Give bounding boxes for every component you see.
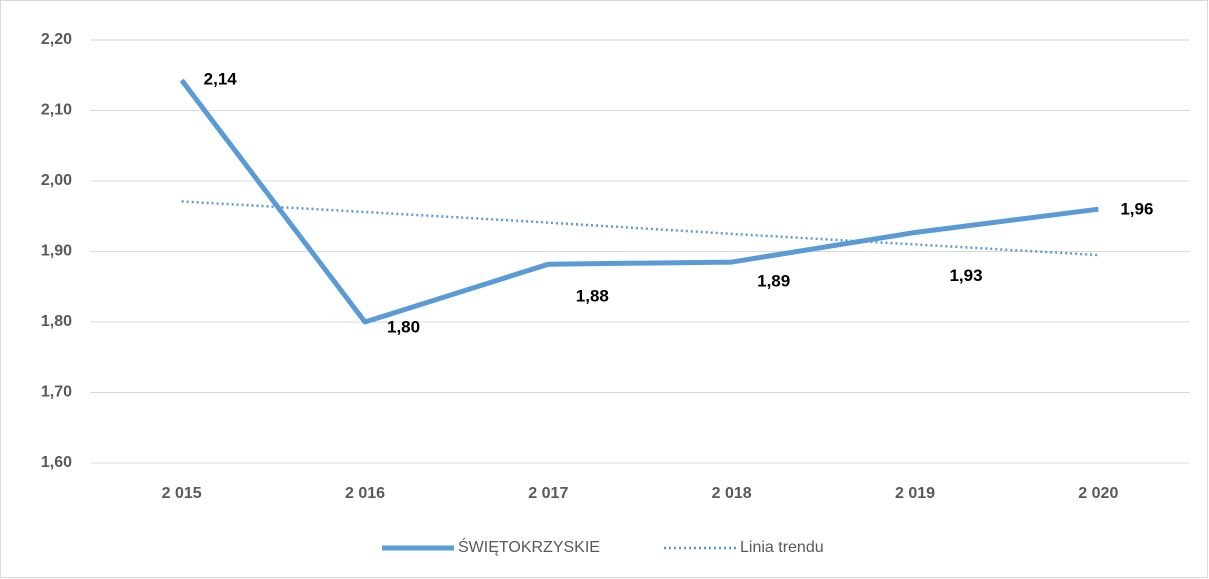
series-line (179, 78, 1099, 325)
data-label: 1,89 (757, 272, 790, 291)
data-label: 1,80 (387, 317, 420, 336)
y-tick-label: 2,10 (41, 102, 72, 119)
y-tick-label: 2,20 (41, 31, 72, 48)
legend-label: Linia trendu (740, 539, 824, 556)
x-tick-label: 2 016 (345, 485, 385, 502)
legend-label: ŚWIĘTOKRZYSKIE (458, 537, 600, 556)
x-tick-label: 2 020 (1078, 485, 1118, 502)
y-tick-label: 1,80 (41, 313, 72, 330)
data-label: 1,93 (949, 266, 982, 285)
x-tick-label: 2 017 (528, 485, 568, 502)
trend-line (181, 200, 1099, 257)
x-tick-label: 2 019 (895, 485, 935, 502)
data-label: 1,96 (1120, 200, 1153, 219)
data-label: 1,88 (576, 287, 609, 306)
y-tick-label: 2,00 (41, 172, 72, 189)
x-tick-label: 2 018 (712, 485, 752, 502)
x-tick-label: 2 015 (162, 485, 202, 502)
y-tick-label: 1,60 (41, 454, 72, 471)
data-label: 2,14 (204, 70, 238, 89)
y-tick-label: 1,70 (41, 384, 72, 401)
y-tick-label: 1,90 (41, 243, 72, 260)
